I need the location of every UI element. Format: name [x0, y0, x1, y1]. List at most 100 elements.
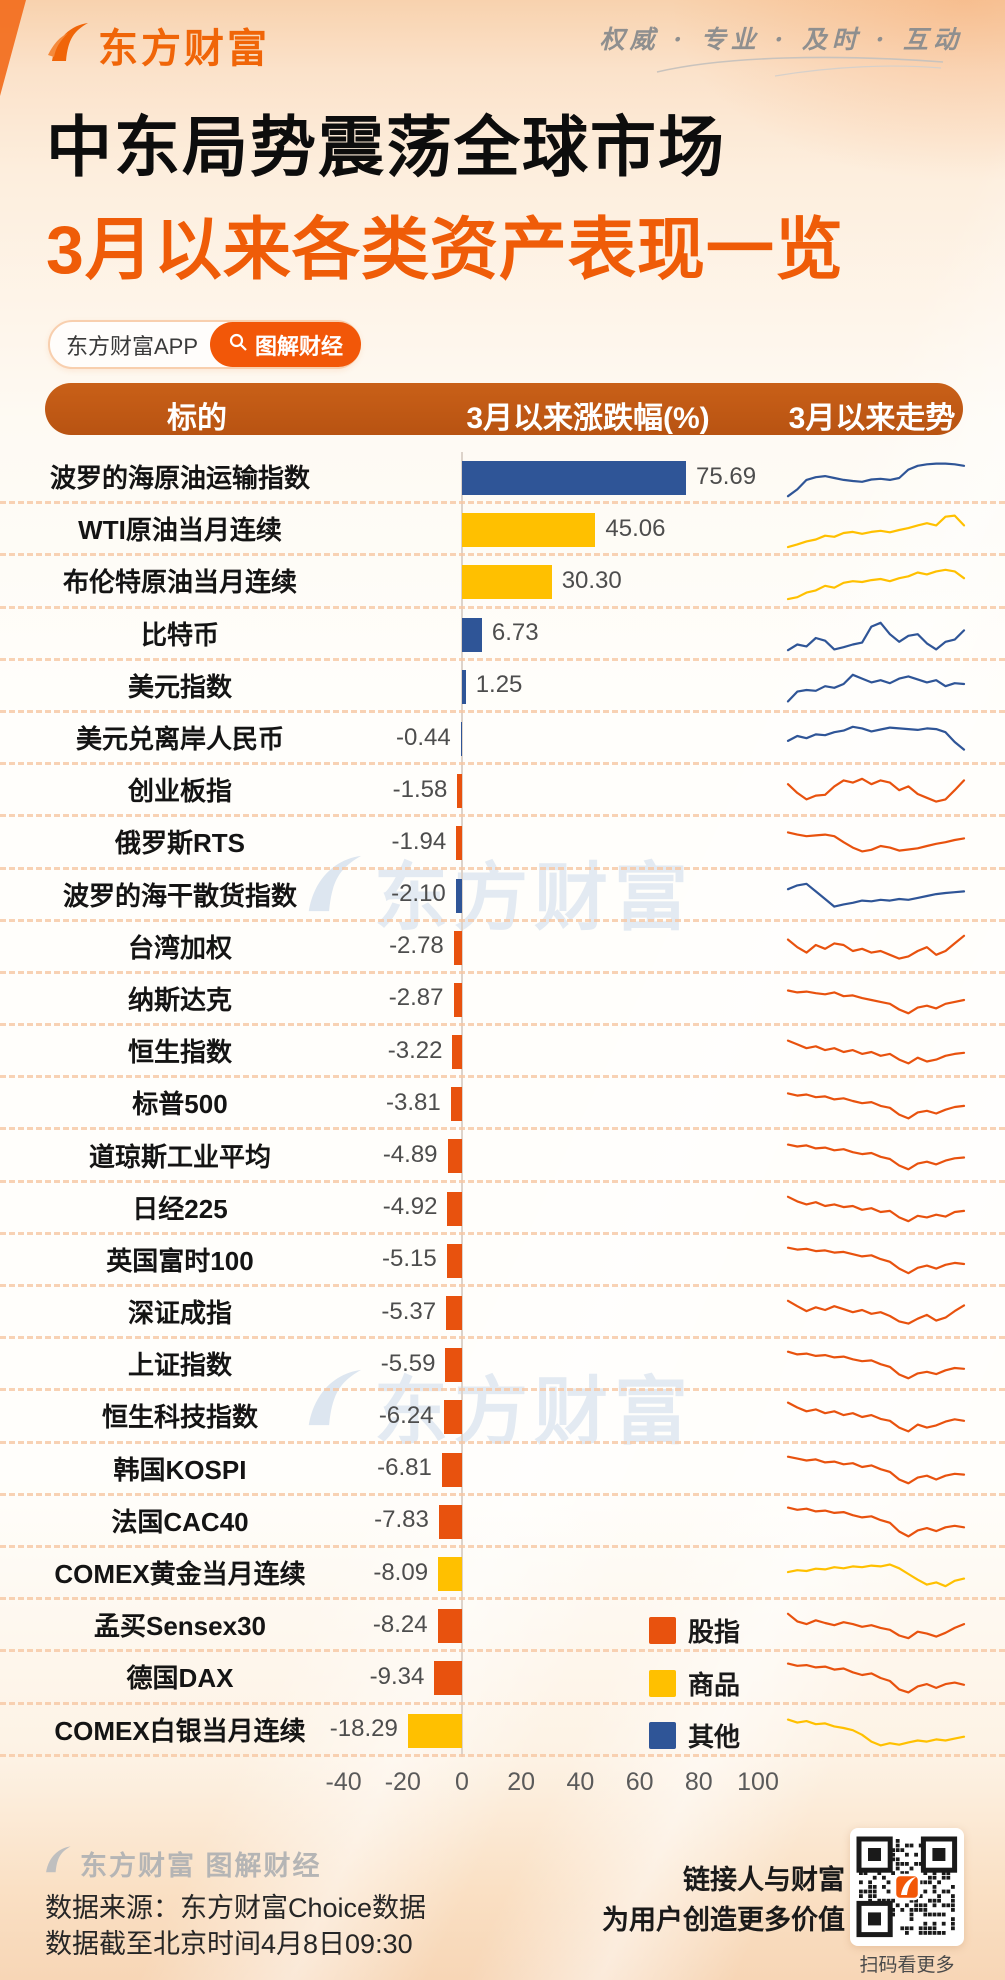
asset-bar	[434, 1661, 462, 1696]
asset-label: 韩国KOSPI	[113, 1454, 247, 1485]
data-cutoff-line: 数据截至北京时间4月8日09:30	[45, 1929, 413, 1959]
asset-sparkline	[786, 1092, 966, 1120]
asset-row-19: 韩国KOSPI -6.81	[0, 1444, 1005, 1496]
page-title: 中东局势震荡全球市场	[46, 110, 726, 184]
asset-sparkline	[786, 514, 966, 549]
asset-label: 标普500	[132, 1089, 228, 1120]
asset-row-8: 波罗的海干散货指数 -2.10	[0, 870, 1005, 922]
asset-row-16: 深证成指 -5.37	[0, 1287, 1005, 1340]
asset-row-18: 恒生科技指数 -6.24	[0, 1391, 1005, 1444]
asset-bar	[462, 513, 596, 548]
legend-item-commodity: 商品	[649, 1665, 740, 1702]
asset-sparkline	[786, 1350, 966, 1380]
asset-value: -6.81	[377, 1454, 432, 1482]
asset-sparkline	[786, 1401, 966, 1433]
asset-sparkline	[786, 831, 966, 853]
asset-value: 1.25	[475, 671, 523, 699]
page-subtitle: 3月以来各类资产表现一览	[46, 212, 844, 288]
asset-row-24: COMEX白银当月连续 -18.29	[0, 1705, 1005, 1757]
watermark-swoosh-icon	[300, 849, 364, 934]
asset-sparkline	[786, 569, 966, 601]
asset-label: 孟买Sensex30	[94, 1611, 266, 1642]
asset-value: -1.58	[392, 775, 448, 803]
asset-label: 纳斯达克	[127, 984, 232, 1015]
asset-label: 创业板指	[127, 776, 232, 807]
channel-badge: 图解财经	[210, 322, 362, 367]
footer-brand: 东方财富 图解财经	[42, 1844, 322, 1883]
channel-badge-label: 图解财经	[255, 333, 344, 359]
asset-value: 75.69	[696, 462, 757, 490]
asset-value: -0.44	[395, 723, 451, 751]
asset-sparkline	[786, 882, 966, 908]
asset-bar	[456, 826, 462, 861]
asset-label: 台湾加权	[127, 932, 232, 963]
asset-label: 道琼斯工业平均	[88, 1141, 271, 1172]
asset-sparkline	[786, 621, 966, 651]
asset-value: -6.24	[378, 1401, 434, 1429]
asset-bar	[438, 1504, 462, 1539]
asset-sparkline	[786, 1143, 966, 1171]
asset-value: -8.09	[373, 1558, 429, 1586]
x-axis-tick: 100	[737, 1768, 779, 1796]
asset-bar	[450, 1087, 462, 1122]
asset-sparkline	[786, 1246, 966, 1275]
asset-bar	[462, 669, 466, 704]
asset-sparkline	[786, 1718, 966, 1747]
asset-sparkline	[786, 777, 966, 803]
asset-row-7: 俄罗斯RTS -1.94	[0, 817, 1005, 870]
watermark-text: 东方财富	[374, 1370, 694, 1453]
asset-value: -5.59	[380, 1349, 436, 1377]
app-badge-label: 东方财富APP	[66, 333, 199, 359]
asset-value: -8.24	[372, 1610, 428, 1638]
asset-label: COMEX黄金当月连续	[54, 1559, 306, 1590]
asset-sparkline	[786, 725, 966, 751]
corner-decoration	[0, 0, 26, 96]
asset-value: -3.81	[386, 1088, 441, 1116]
asset-value: -2.78	[389, 932, 444, 960]
asset-value: -9.34	[369, 1662, 425, 1690]
asset-value: 30.30	[561, 566, 622, 594]
legend-label: 其他	[688, 1722, 741, 1752]
footer-swoosh-icon	[42, 1845, 72, 1882]
asset-row-2: 布伦特原油当月连续 30.30	[0, 556, 1005, 609]
asset-label: 波罗的海干散货指数	[62, 880, 297, 911]
brand-slogan: 权威 · 专业 · 及时 · 互动	[599, 25, 963, 54]
asset-row-3: 比特币 6.73	[0, 609, 1005, 661]
asset-value: -3.22	[387, 1036, 443, 1064]
asset-label: 上证指数	[127, 1350, 232, 1381]
asset-row-9: 台湾加权 -2.78	[0, 922, 1005, 974]
asset-label: 恒生科技指数	[101, 1402, 258, 1433]
asset-bar	[460, 721, 462, 756]
asset-value: 45.06	[605, 514, 666, 542]
watermark: 东方财富	[300, 1352, 694, 1459]
legend-item-other: 其他	[649, 1717, 740, 1754]
asset-row-12: 标普500 -3.81	[0, 1078, 1005, 1131]
asset-bar	[443, 1400, 462, 1435]
eastmoney-swoosh-icon	[46, 21, 90, 70]
legend-label: 商品	[688, 1670, 741, 1700]
search-icon	[228, 332, 248, 358]
footer-slogan-line2: 为用户创造更多价值	[602, 1905, 845, 1935]
asset-value: -2.87	[388, 984, 444, 1012]
column-header-target: 标的	[167, 402, 227, 435]
asset-row-21: COMEX黄金当月连续 -8.09	[0, 1548, 1005, 1601]
x-axis-tick: 0	[455, 1768, 469, 1796]
watermark: 东方财富	[300, 838, 694, 945]
column-header-change: 3月以来涨跌幅(%)	[466, 402, 710, 435]
x-axis-tick: 40	[566, 1768, 595, 1796]
asset-bar	[462, 617, 482, 652]
brand-logo-text: 东方财富	[98, 27, 270, 71]
asset-label: 英国富时100	[106, 1245, 254, 1276]
asset-label: 美元兑离岸人民币	[75, 724, 284, 755]
asset-row-5: 美元兑离岸人民币 -0.44	[0, 713, 1005, 766]
asset-sparkline	[786, 989, 966, 1015]
asset-value: -7.83	[374, 1506, 429, 1534]
asset-bar	[437, 1609, 462, 1644]
slogan-flourish-line	[655, 52, 945, 83]
asset-row-17: 上证指数 -5.59	[0, 1339, 1005, 1392]
asset-sparkline	[786, 1563, 966, 1588]
footer-brand-text: 东方财富 图解财经	[80, 1851, 322, 1881]
asset-sparkline	[786, 1506, 966, 1538]
app-badge: 东方财富APP 图解财经	[48, 320, 362, 369]
asset-bar	[462, 565, 552, 600]
